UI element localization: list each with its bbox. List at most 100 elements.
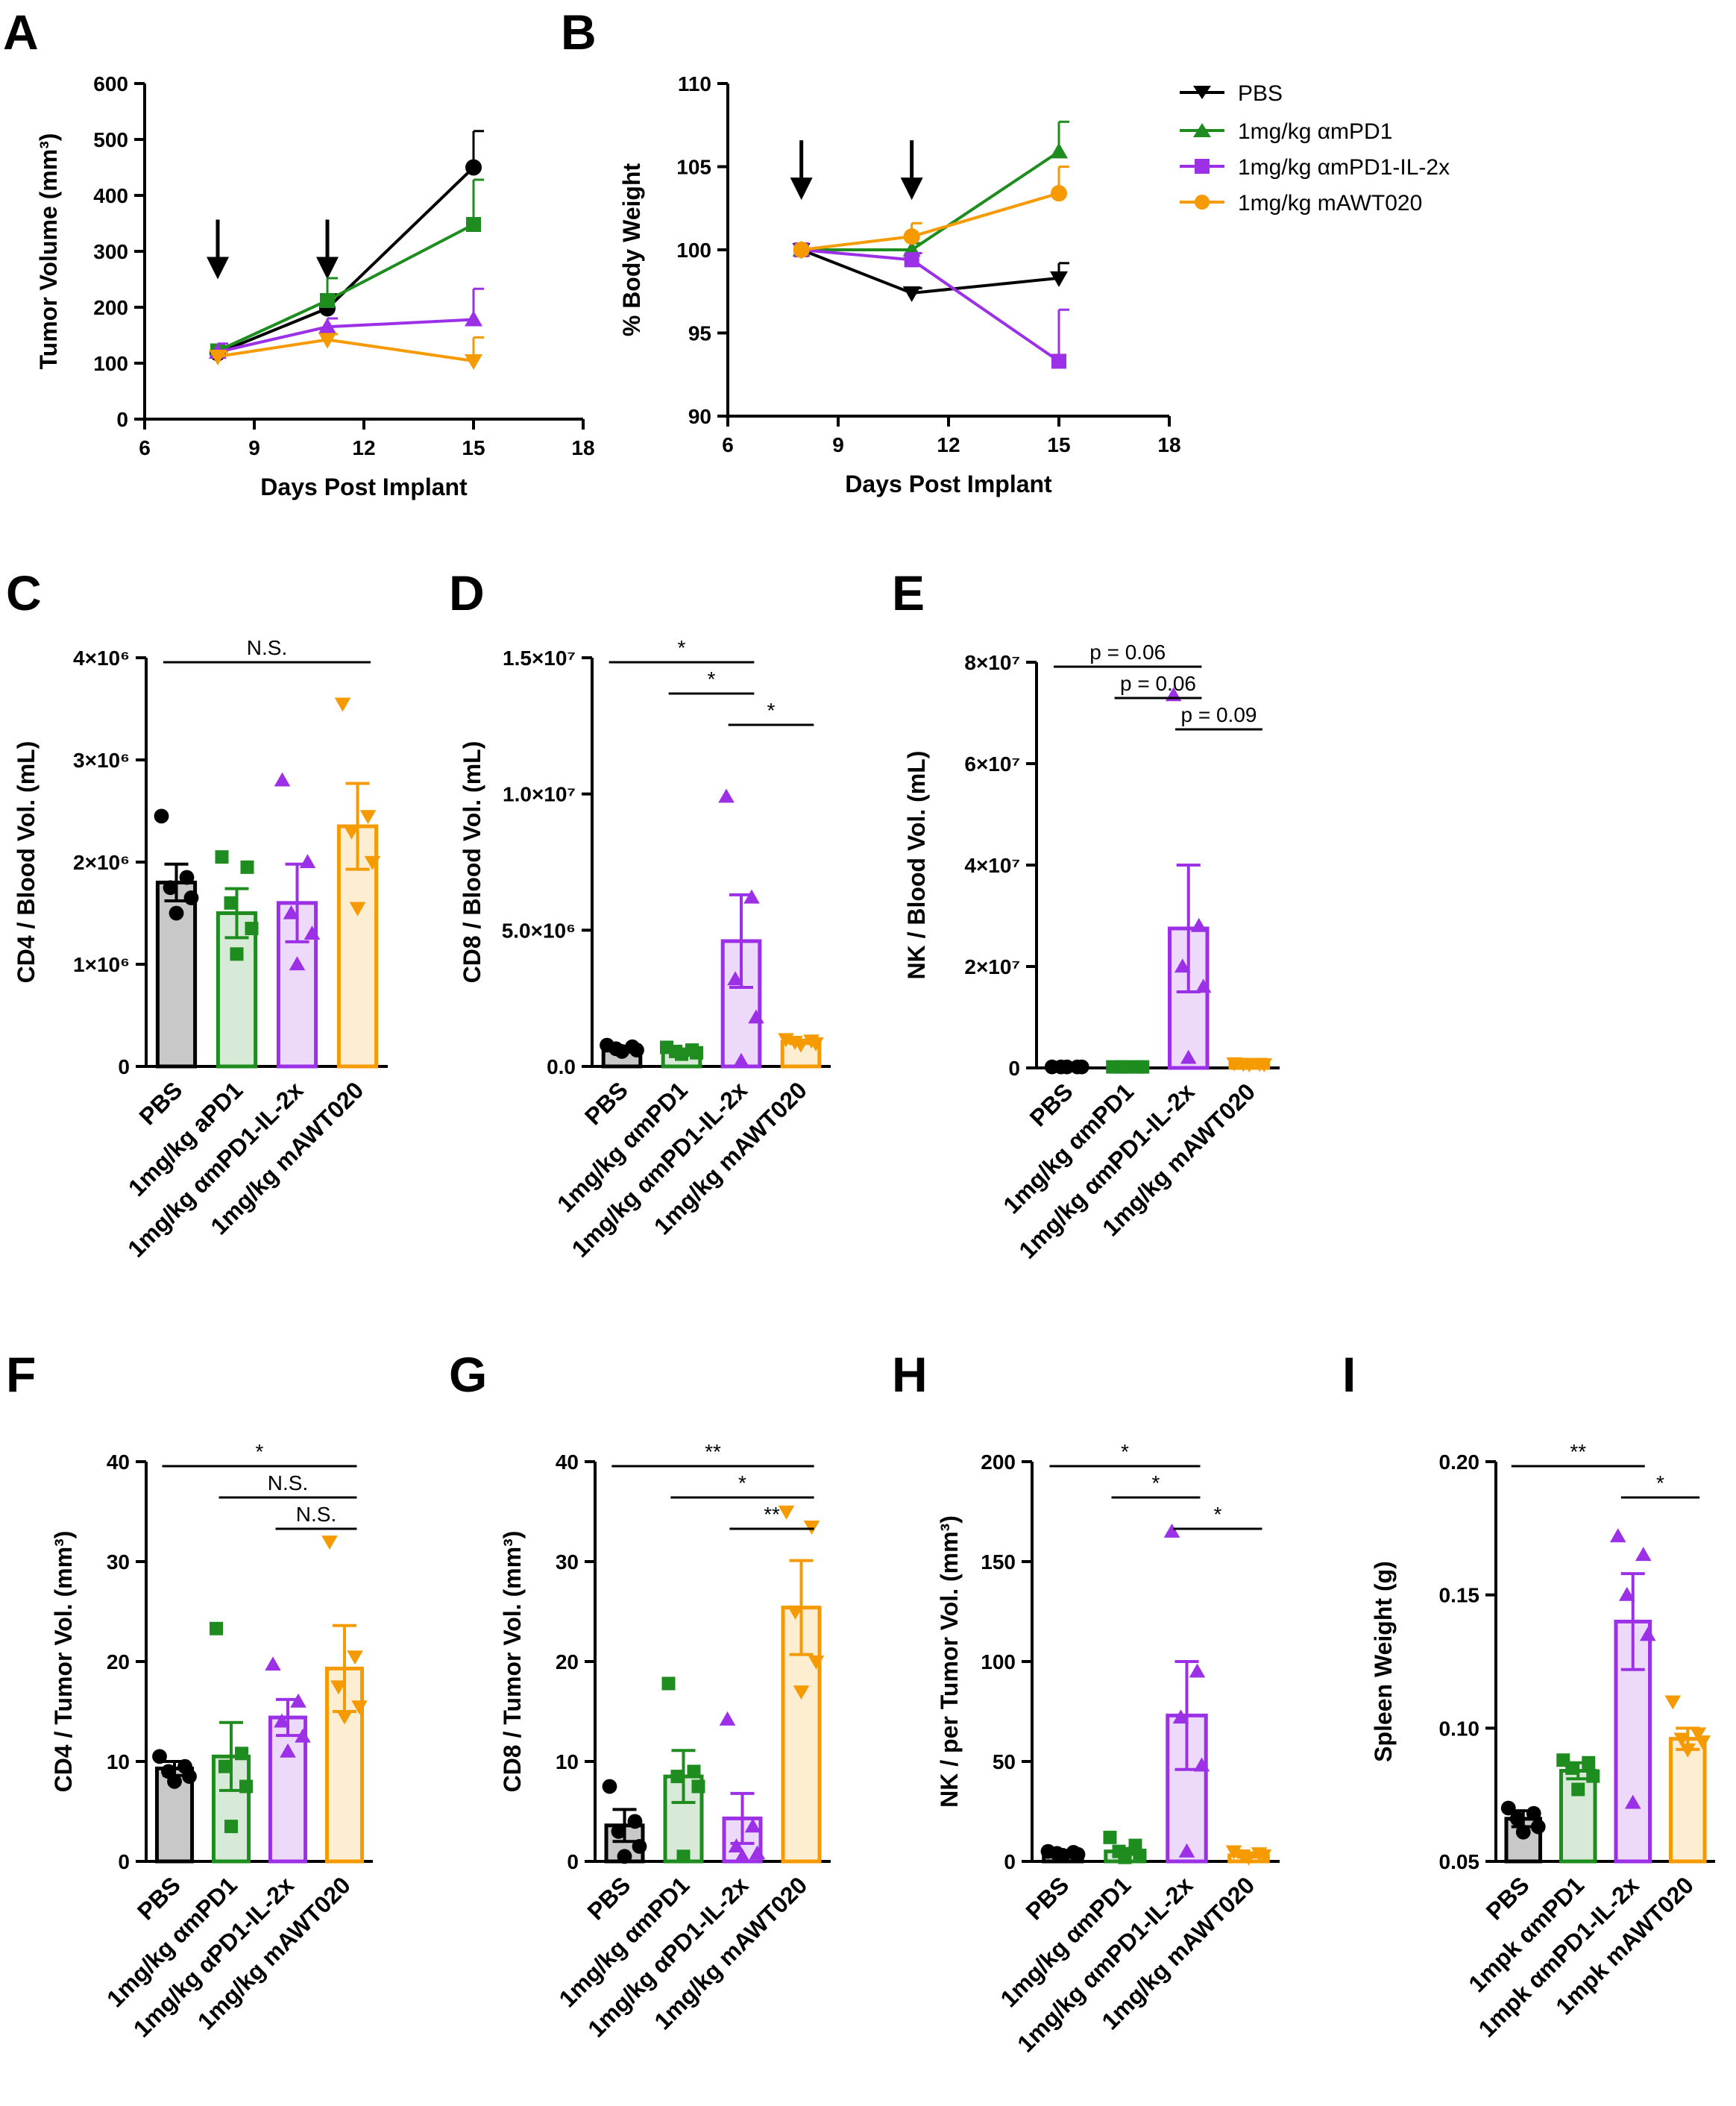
g-y-tick-label: 0 <box>567 1850 579 1873</box>
legend: PBS 1mg/kg αmPD1 1mg/kg αmPD1-IL-2x 1mg/… <box>1180 81 1450 216</box>
h-data-point <box>1133 1848 1147 1862</box>
panel-letter-f: F <box>6 1347 36 1402</box>
f-data-point <box>239 1779 253 1794</box>
c-data-point <box>240 860 254 874</box>
h-data-point <box>1193 1757 1210 1772</box>
a-data-point <box>466 217 481 232</box>
panel-letter-a: A <box>3 4 39 60</box>
h-data-point <box>1172 1709 1189 1724</box>
d-y-tick-label: 0.0 <box>547 1055 576 1078</box>
i-data-point <box>1500 1800 1516 1816</box>
f-data-point <box>224 1820 238 1834</box>
f-data-point <box>290 1693 306 1708</box>
h-y-tick-label: 50 <box>993 1750 1016 1773</box>
e-data-point <box>1241 1058 1258 1073</box>
a-dosing-arrow-head <box>207 257 229 280</box>
a-y-tick-label: 600 <box>93 72 128 95</box>
a-data-point <box>318 318 336 334</box>
a-y-tick-label: 500 <box>93 128 128 151</box>
d-data-point <box>675 1047 688 1061</box>
b-data-point <box>1051 353 1066 369</box>
e-data-point <box>1136 1060 1150 1074</box>
g-data-point <box>676 1849 691 1864</box>
f-y-axis-title: CD4 / Tumor Vol. (mm³) <box>50 1531 77 1793</box>
panel-letter-i: I <box>1342 1347 1356 1402</box>
b-y-tick-label: 100 <box>676 239 711 262</box>
b-x-tick-label: 12 <box>937 433 960 456</box>
a-data-point <box>320 293 335 308</box>
d-data-point <box>743 889 760 904</box>
b-series-line-3 <box>801 192 1060 251</box>
d-significance-label: * <box>678 636 686 659</box>
h-y-tick-label: 200 <box>981 1450 1016 1474</box>
a-series-line-1 <box>217 223 474 353</box>
g-y-tick-label: 30 <box>556 1550 579 1574</box>
e-data-point <box>1180 1049 1197 1064</box>
f-data-point <box>210 1621 223 1635</box>
c-data-point <box>224 896 238 910</box>
h-significance-label: * <box>1152 1471 1160 1494</box>
g-data-point <box>778 1505 795 1520</box>
b-data-point <box>904 252 919 268</box>
c-y-tick-label: 3×10⁶ <box>73 749 130 772</box>
c-y-tick-label: 1×10⁶ <box>73 953 130 976</box>
e-data-point <box>1074 1059 1089 1075</box>
f-data-point <box>351 1700 368 1715</box>
a-x-axis-title: Days Post Implant <box>260 474 468 500</box>
a-data-point <box>209 350 227 365</box>
i-data-point <box>1571 1782 1585 1797</box>
i-y-axis-title: Spleen Weight (g) <box>1370 1561 1397 1762</box>
g-significance-label: * <box>738 1471 746 1494</box>
e-data-point <box>1190 917 1207 932</box>
g-data-point <box>661 1676 676 1691</box>
d-data-point <box>629 1043 644 1057</box>
i-data-point <box>1609 1528 1626 1543</box>
g-data-point <box>611 1823 626 1839</box>
d-data-point <box>690 1046 703 1060</box>
b-x-tick-label: 15 <box>1047 433 1070 456</box>
e-category-label: PBS <box>1025 1078 1078 1131</box>
c-data-point <box>179 870 195 885</box>
c-data-point <box>169 905 184 921</box>
b-y-tick-label: 90 <box>688 405 711 428</box>
g-data-point <box>787 1605 804 1620</box>
a-data-point <box>465 310 482 327</box>
h-data-point <box>1055 1848 1071 1863</box>
b-y-tick-label: 95 <box>688 322 711 345</box>
f-y-tick-label: 20 <box>107 1650 130 1673</box>
g-data-point <box>793 1685 810 1700</box>
d-y-tick-label: 1.5×10⁷ <box>503 647 576 670</box>
f-data-point <box>336 1710 353 1725</box>
h-significance-label: * <box>1121 1440 1129 1463</box>
a-x-tick-label: 6 <box>139 436 151 459</box>
h-data-point <box>1103 1830 1117 1844</box>
f-data-point <box>235 1747 248 1761</box>
f-data-point <box>218 1759 232 1773</box>
i-data-point <box>1679 1743 1696 1758</box>
f-y-tick-label: 0 <box>118 1850 130 1873</box>
c-data-point <box>289 956 306 971</box>
c-data-point <box>215 850 229 864</box>
d-data-point <box>793 1038 809 1053</box>
h-data-point <box>1225 1845 1242 1860</box>
b-y-tick-label: 105 <box>676 156 711 179</box>
chart-panel-e: 0 2×10⁷ 4×10⁷ 6×10⁷ 8×10⁷ NK / Blood Vol. (mL… <box>903 641 1280 1264</box>
b-y-tick-label: 110 <box>678 72 711 95</box>
b-dosing-arrow-head <box>900 177 923 201</box>
d-data-point <box>614 1044 629 1059</box>
g-data-point <box>670 1770 685 1784</box>
chart-panel-h: 0 50 100 150 200 NK / per Tumor Vol. (mm³) PBS… <box>936 1440 1280 2058</box>
b-data-point <box>1050 271 1068 287</box>
e-data-point <box>1059 1059 1075 1075</box>
c-data-point <box>245 922 259 936</box>
d-data-point <box>733 1052 749 1067</box>
b-data-point <box>1050 142 1068 159</box>
f-data-point <box>274 1713 290 1728</box>
g-significance-label: ** <box>705 1440 721 1463</box>
c-data-point <box>299 854 316 869</box>
f-data-point <box>152 1749 167 1764</box>
a-series-line-2 <box>217 318 474 353</box>
b-data-point <box>793 242 810 258</box>
g-category-label: PBS <box>582 1871 635 1925</box>
d-data-point <box>808 1037 824 1052</box>
